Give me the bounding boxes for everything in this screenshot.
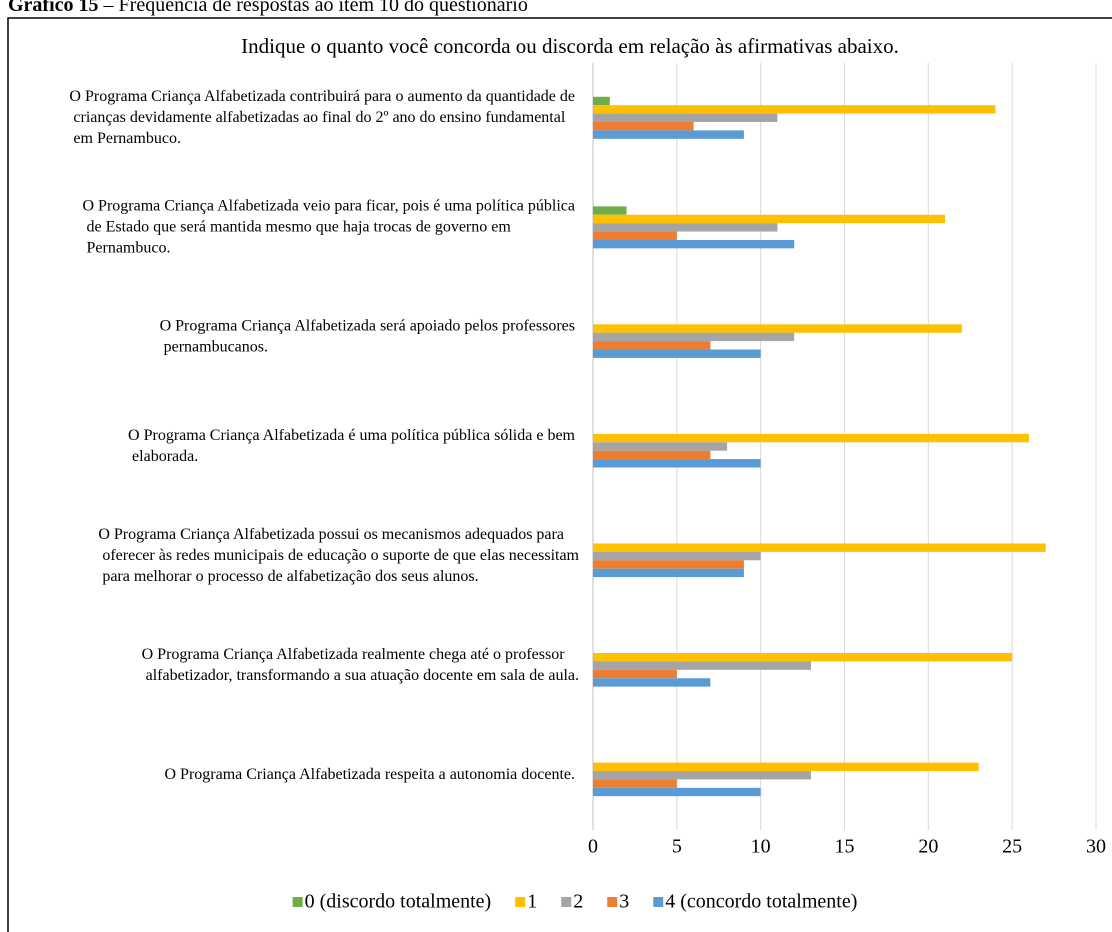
bar (593, 121, 694, 131)
legend-swatch (515, 897, 526, 907)
bar (593, 349, 761, 358)
bar (593, 560, 744, 569)
x-tick-label: 25 (1002, 836, 1022, 858)
chart-title: Indique o quanto você concorda ou discor… (241, 34, 899, 58)
legend-label: 4 (concordo totalmente) (665, 891, 857, 913)
legend-label: 1 (527, 891, 537, 913)
legend-swatch (292, 897, 303, 907)
bar (593, 459, 761, 468)
bar (593, 214, 946, 224)
legend-label: 2 (573, 891, 583, 913)
legend-label: 3 (619, 891, 629, 913)
x-tick-label: 5 (672, 836, 682, 858)
category-label: O Programa Criança Alfabetizada respeita… (165, 766, 576, 783)
legend-swatch (607, 897, 618, 907)
bar (593, 223, 778, 232)
caption: Gráfico 15 – Frequência de respostas ao … (8, 0, 528, 16)
bar (593, 551, 761, 561)
category-label: O Programa Criança Alfabetizada realment… (142, 646, 579, 684)
bar (593, 762, 979, 772)
bar (593, 433, 1029, 443)
bar (593, 771, 811, 780)
bar (593, 779, 677, 788)
legend-label: 0 (discordo totalmente) (305, 891, 492, 913)
category-label: O Programa Criança Alfabetizada contribu… (69, 87, 575, 146)
bar (593, 653, 1013, 662)
bar (593, 130, 744, 139)
x-tick-label: 30 (1086, 836, 1106, 858)
category-label: O Programa Criança Alfabetizada veio par… (83, 197, 576, 256)
category-label: O Programa Criança Alfabetizada será apo… (160, 317, 575, 355)
bar (593, 105, 996, 114)
bar (593, 341, 711, 350)
legend-swatch (561, 897, 572, 907)
bar (593, 442, 728, 451)
bar (593, 661, 811, 670)
x-tick-label: 20 (918, 836, 938, 858)
category-label: O Programa Criança Alfabetizada é uma po… (128, 427, 576, 465)
bar (593, 568, 744, 578)
legend: 0 (discordo totalmente) 1 2 3 4 (concordo to… (292, 891, 857, 913)
bar (593, 324, 962, 333)
x-tick-label: 10 (751, 836, 771, 858)
bar (593, 239, 795, 249)
bar (593, 113, 778, 122)
caption-text: – Frequência de respostas ao item 10 do … (99, 0, 528, 16)
bar (593, 96, 610, 106)
bar (593, 450, 711, 460)
frame (7, 17, 1112, 932)
x-tick-label: 15 (835, 836, 855, 858)
bar (593, 206, 627, 215)
category-label: O Programa Criança Alfabetizada possui o… (98, 526, 579, 585)
bar (593, 787, 761, 797)
bar (593, 543, 1046, 552)
x-tick-label: 0 (588, 836, 598, 858)
legend-swatch (653, 897, 664, 907)
caption-label: Gráfico 15 (8, 0, 99, 16)
bar (593, 231, 677, 240)
bar (593, 678, 711, 687)
bar (593, 332, 795, 342)
bar (593, 669, 677, 679)
